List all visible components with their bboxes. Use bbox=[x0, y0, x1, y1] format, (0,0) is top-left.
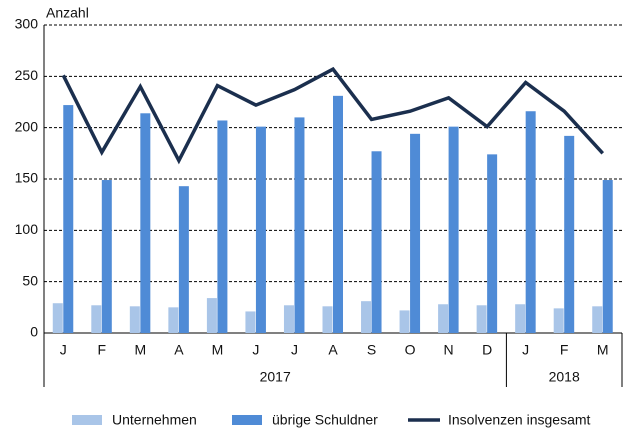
bar bbox=[294, 117, 305, 334]
x-tick-label: M bbox=[597, 342, 609, 358]
x-tick-label: M bbox=[134, 342, 146, 358]
bar bbox=[564, 135, 575, 333]
legend-swatch bbox=[72, 415, 102, 425]
bar bbox=[178, 186, 189, 333]
y-tick-label: 200 bbox=[15, 118, 39, 134]
bar bbox=[101, 180, 112, 333]
x-tick-label: J bbox=[60, 342, 67, 358]
x-tick-label: S bbox=[367, 342, 376, 358]
y-axis-label: Anzahl bbox=[46, 5, 89, 21]
y-tick-label: 250 bbox=[15, 67, 39, 83]
bar bbox=[255, 126, 266, 333]
bar bbox=[448, 126, 459, 333]
bar bbox=[487, 154, 498, 333]
bar bbox=[361, 301, 372, 333]
legend-label: Unternehmen bbox=[112, 412, 197, 428]
bar bbox=[129, 306, 140, 333]
bar bbox=[333, 95, 343, 333]
x-tick-label: A bbox=[174, 342, 184, 358]
x-tick-label: J bbox=[291, 342, 298, 358]
legend-swatch bbox=[232, 415, 262, 425]
bar bbox=[63, 105, 74, 333]
y-tick-label: 50 bbox=[22, 272, 38, 288]
legend-label: übrige Schuldner bbox=[272, 412, 378, 428]
bar bbox=[52, 303, 63, 333]
x-tick-label: J bbox=[522, 342, 529, 358]
bar bbox=[140, 113, 151, 333]
bar bbox=[322, 306, 333, 333]
x-tick-label: F bbox=[98, 342, 107, 358]
line bbox=[61, 66, 605, 165]
bar bbox=[217, 120, 228, 333]
x-tick-label: D bbox=[482, 342, 492, 358]
x-tick-label: O bbox=[405, 342, 416, 358]
bar bbox=[91, 305, 102, 333]
bar bbox=[602, 180, 613, 333]
bar bbox=[245, 311, 256, 333]
y-tick-label: 0 bbox=[30, 324, 38, 340]
bar bbox=[438, 304, 449, 333]
bar bbox=[515, 304, 526, 333]
bar bbox=[410, 133, 421, 333]
group-label: 2018 bbox=[549, 369, 580, 385]
y-tick-label: 150 bbox=[15, 170, 39, 186]
legend-label: Insolvenzen insgesamt bbox=[448, 412, 591, 428]
y-tick-label: 100 bbox=[15, 221, 39, 237]
x-tick-label: F bbox=[560, 342, 569, 358]
bar bbox=[476, 305, 487, 333]
bar bbox=[525, 111, 536, 334]
x-tick-label: J bbox=[252, 342, 259, 358]
bar bbox=[592, 306, 603, 333]
x-tick-label: A bbox=[328, 342, 338, 358]
group-label: 2017 bbox=[260, 369, 291, 385]
bar bbox=[206, 298, 217, 333]
bar bbox=[283, 305, 294, 333]
bar bbox=[553, 308, 564, 333]
y-tick-label: 300 bbox=[15, 16, 39, 32]
bar bbox=[371, 151, 382, 333]
x-tick-label: M bbox=[212, 342, 224, 358]
bar bbox=[399, 310, 410, 333]
bar bbox=[168, 307, 179, 333]
x-tick-label: N bbox=[444, 342, 454, 358]
